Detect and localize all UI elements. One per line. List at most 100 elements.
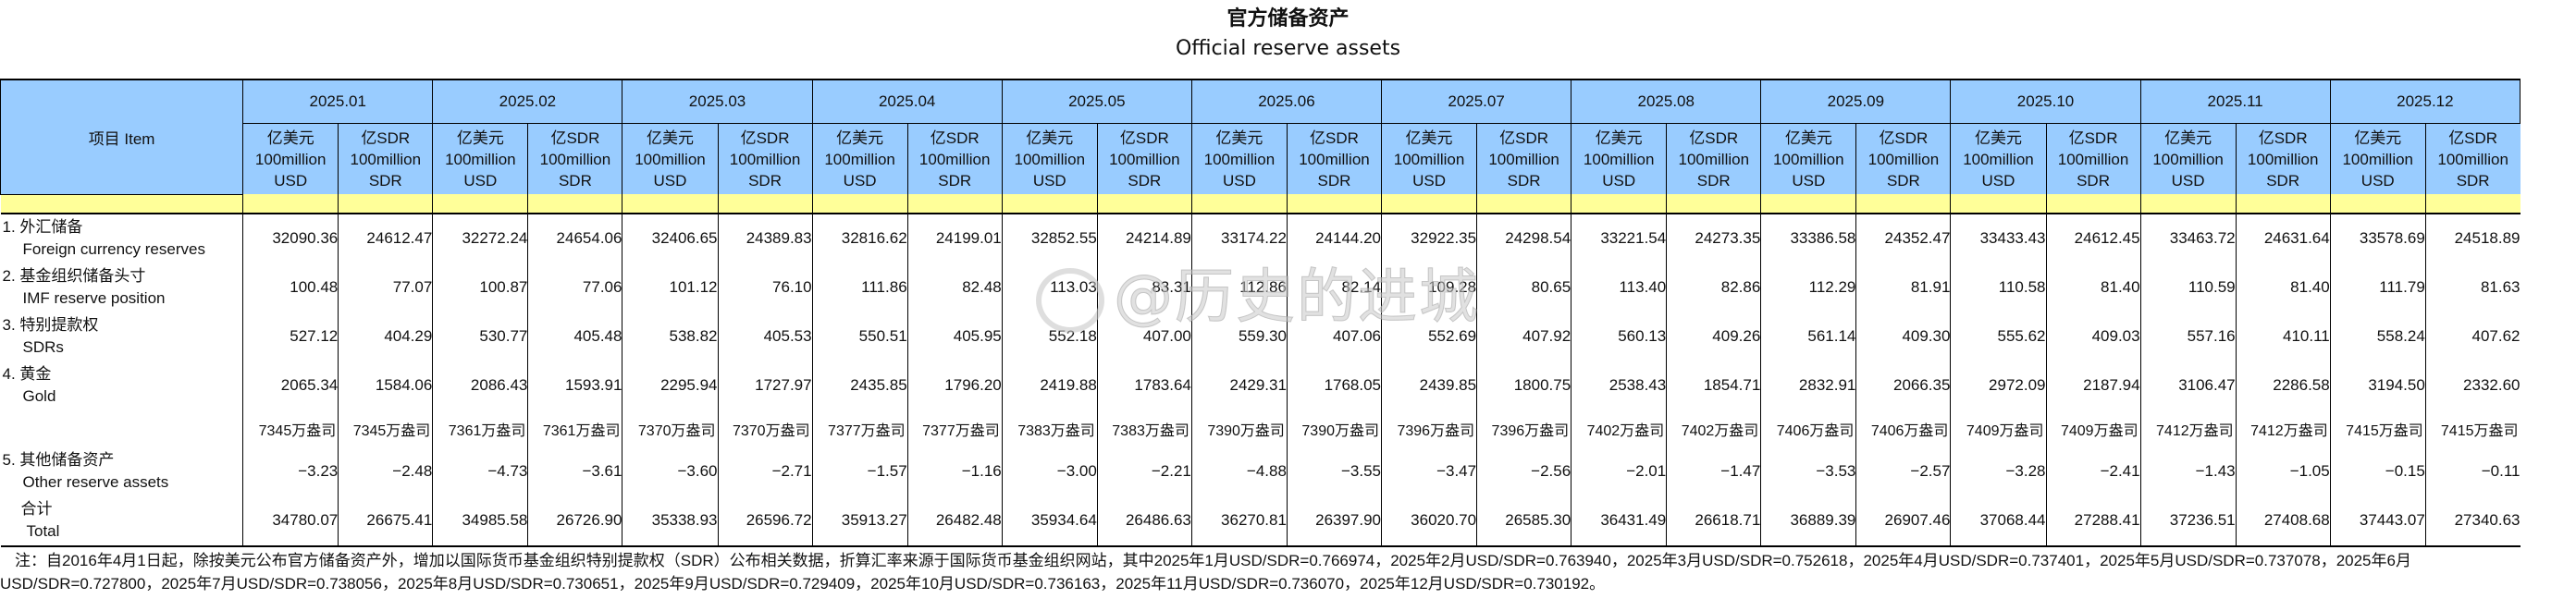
value-cell-usd: 7396万盎司 bbox=[1381, 410, 1477, 447]
unit-label: 亿美元 bbox=[1215, 128, 1263, 147]
value-cell-sdr: −3.55 bbox=[1286, 446, 1382, 496]
month-header: 2025.12 bbox=[2329, 79, 2521, 124]
unit-label: 亿美元 bbox=[1405, 128, 1453, 147]
value-cell-usd: 32922.35 bbox=[1381, 213, 1477, 263]
value-cell-usd: 555.62 bbox=[1950, 312, 2046, 361]
value-cell-usd: 100.87 bbox=[432, 263, 528, 312]
unit-label: USD bbox=[843, 171, 877, 189]
yellow-band-cell bbox=[811, 194, 908, 214]
unit-header-sdr: 亿SDR 100million SDR bbox=[527, 123, 622, 194]
unit-label: 100million bbox=[1678, 150, 1750, 168]
unit-label: 100million bbox=[1393, 150, 1465, 168]
table-row: 合计 Total 34780.07 26675.41 34985.58 26726.90 3… bbox=[0, 495, 2521, 547]
value-cell-sdr: 81.40 bbox=[2235, 263, 2331, 312]
value-cell-sdr: 7377万盎司 bbox=[906, 410, 1003, 447]
yellow-band-cell bbox=[1096, 194, 1192, 214]
unit-label: SDR bbox=[1696, 171, 1731, 189]
value-cell-usd: 560.13 bbox=[1571, 312, 1667, 361]
yellow-band-cell bbox=[717, 194, 813, 214]
unit-label: 100million bbox=[1867, 150, 1940, 168]
value-cell-usd: 3194.50 bbox=[2329, 361, 2426, 410]
value-cell-sdr: 404.29 bbox=[338, 312, 433, 361]
unit-label: 亿SDR bbox=[1119, 128, 1169, 147]
value-cell-sdr: 24352.47 bbox=[1855, 213, 1951, 263]
unit-header-sdr: 亿SDR 100million SDR bbox=[338, 123, 433, 194]
unit-header-usd: 亿美元 100million USD bbox=[811, 123, 908, 194]
value-cell-usd: 538.82 bbox=[622, 312, 719, 361]
value-cell-usd: 3106.47 bbox=[2139, 361, 2237, 410]
unit-label: SDR bbox=[938, 171, 972, 189]
footnote-line-2: USD/SDR=0.727800，2025年7月USD/SDR=0.738056… bbox=[0, 575, 1606, 593]
value-cell-sdr: 7396万盎司 bbox=[1476, 410, 1571, 447]
unit-label: SDR bbox=[2266, 171, 2300, 189]
value-cell-sdr: −2.57 bbox=[1855, 446, 1951, 496]
month-header: 2025.07 bbox=[1381, 79, 1572, 124]
unit-label: 亿SDR bbox=[361, 128, 411, 147]
row-label-cn: 3. 特别提款权 bbox=[2, 316, 99, 334]
value-cell-usd: 37068.44 bbox=[1950, 495, 2046, 547]
month-header: 2025.04 bbox=[811, 79, 1003, 124]
value-cell-usd: 112.86 bbox=[1190, 263, 1288, 312]
table-row: 3. 特别提款权 SDRs 527.12 404.29 530.77 405.48 538.… bbox=[1, 312, 2521, 361]
value-cell-usd: 36020.70 bbox=[1381, 495, 1477, 547]
value-cell-usd: 32090.36 bbox=[242, 213, 339, 263]
value-cell-sdr: 7361万盎司 bbox=[527, 410, 622, 447]
value-cell-usd: 527.12 bbox=[242, 312, 339, 361]
value-cell-sdr: 26907.46 bbox=[1855, 495, 1951, 547]
unit-label: 100million bbox=[445, 150, 516, 168]
unit-label: 100million bbox=[1299, 150, 1370, 168]
table-row: 1. 外汇储备 Foreign currency reserves 32090.36… bbox=[1, 213, 2521, 263]
yellow-band-cell bbox=[0, 194, 243, 214]
unit-label: 100million bbox=[729, 150, 801, 168]
row-label-cn: 5. 其他储备资产 bbox=[2, 451, 115, 469]
unit-label: 100million bbox=[1203, 150, 1276, 168]
unit-label: 100million bbox=[1488, 150, 1559, 168]
value-cell-sdr: 82.14 bbox=[1286, 263, 1382, 312]
value-cell-usd: −2.01 bbox=[1571, 446, 1667, 496]
yellow-band-cell bbox=[2045, 194, 2141, 214]
value-cell-usd: −3.00 bbox=[1001, 446, 1098, 496]
value-cell-sdr: 409.03 bbox=[2045, 312, 2141, 361]
unit-label: 亿美元 bbox=[1784, 128, 1832, 147]
value-cell-sdr: 1800.75 bbox=[1476, 361, 1571, 410]
value-cell-usd: 33578.69 bbox=[2329, 213, 2426, 263]
value-cell-sdr: 24199.01 bbox=[906, 213, 1003, 263]
unit-label: USD bbox=[1792, 171, 1826, 189]
unit-label: 100million bbox=[1963, 150, 2034, 168]
value-cell-sdr: 81.91 bbox=[1855, 263, 1951, 312]
value-cell-sdr: 1584.06 bbox=[338, 361, 433, 410]
unit-header-usd: 亿美元 100million USD bbox=[1571, 123, 1667, 194]
unit-label: SDR bbox=[2077, 171, 2110, 189]
value-cell-sdr: 409.30 bbox=[1855, 312, 1951, 361]
value-cell-sdr: 7412万盎司 bbox=[2235, 410, 2331, 447]
value-cell-sdr: 1854.71 bbox=[1666, 361, 1761, 410]
value-cell-sdr: 27408.68 bbox=[2235, 495, 2331, 547]
value-cell-sdr: 7345万盎司 bbox=[338, 410, 433, 447]
yellow-band-cell bbox=[2235, 194, 2331, 214]
month-header: 2025.01 bbox=[242, 79, 434, 124]
value-cell-usd: −0.15 bbox=[2329, 446, 2426, 496]
page-title-cn: 官方储备资产 bbox=[1226, 7, 1350, 31]
value-cell-usd: 36889.39 bbox=[1760, 495, 1856, 547]
unit-label: 100million bbox=[824, 150, 895, 168]
unit-header-sdr: 亿SDR 100million SDR bbox=[1666, 123, 1761, 194]
unit-label: 亿美元 bbox=[1026, 128, 1074, 147]
unit-label: 100million bbox=[635, 150, 706, 168]
value-cell-usd: 7361万盎司 bbox=[432, 410, 528, 447]
value-cell-sdr: 82.48 bbox=[906, 263, 1003, 312]
value-cell-sdr: −1.05 bbox=[2235, 446, 2331, 496]
row-label-en: Other reserve assets bbox=[22, 473, 169, 491]
value-cell-usd: 32272.24 bbox=[432, 213, 528, 263]
row-label-cn: 合计 bbox=[20, 500, 53, 518]
value-cell-sdr: 7370万盎司 bbox=[717, 410, 813, 447]
value-cell-usd: 35934.64 bbox=[1001, 495, 1098, 547]
unit-header-usd: 亿美元 100million USD bbox=[1381, 123, 1477, 194]
value-cell-usd: 2295.94 bbox=[622, 361, 719, 410]
value-cell-sdr: 81.40 bbox=[2045, 263, 2141, 312]
value-cell-usd: 35338.93 bbox=[622, 495, 719, 547]
unit-label: 100million bbox=[2437, 150, 2508, 168]
value-cell-usd: 32816.62 bbox=[811, 213, 908, 263]
value-cell-sdr: 2332.60 bbox=[2424, 361, 2521, 410]
value-cell-usd: 36431.49 bbox=[1571, 495, 1667, 547]
unit-label: 100million bbox=[2247, 150, 2319, 168]
